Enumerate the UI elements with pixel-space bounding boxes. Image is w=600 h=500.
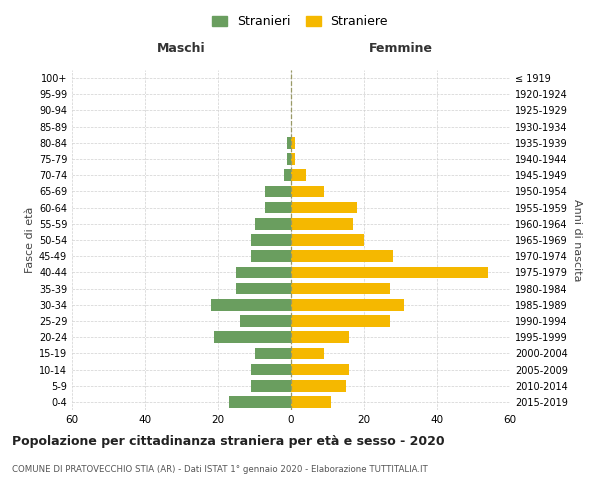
Bar	[265, 186, 291, 198]
Text: Maschi: Maschi	[157, 42, 206, 55]
Y-axis label: Fasce di età: Fasce di età	[25, 207, 35, 273]
Bar	[251, 380, 291, 392]
Bar	[211, 299, 291, 310]
Bar	[291, 299, 404, 310]
Bar	[254, 348, 291, 359]
Bar	[240, 315, 291, 327]
Bar	[229, 396, 291, 407]
Bar	[291, 282, 389, 294]
Bar	[291, 348, 324, 359]
Bar	[287, 153, 291, 165]
Text: Popolazione per cittadinanza straniera per età e sesso - 2020: Popolazione per cittadinanza straniera p…	[12, 435, 445, 448]
Bar	[291, 170, 305, 181]
Legend: Stranieri, Straniere: Stranieri, Straniere	[208, 11, 392, 32]
Bar	[291, 266, 488, 278]
Bar	[251, 234, 291, 246]
Bar	[291, 315, 389, 327]
Bar	[251, 364, 291, 376]
Bar	[284, 170, 291, 181]
Text: Femmine: Femmine	[368, 42, 433, 55]
Bar	[236, 282, 291, 294]
Bar	[291, 234, 364, 246]
Bar	[214, 332, 291, 343]
Bar	[236, 266, 291, 278]
Bar	[254, 218, 291, 230]
Bar	[265, 202, 291, 213]
Bar	[291, 202, 356, 213]
Bar	[291, 396, 331, 407]
Y-axis label: Anni di nascita: Anni di nascita	[572, 198, 582, 281]
Bar	[291, 250, 393, 262]
Text: COMUNE DI PRATOVECCHIO STIA (AR) - Dati ISTAT 1° gennaio 2020 - Elaborazione TUT: COMUNE DI PRATOVECCHIO STIA (AR) - Dati …	[12, 465, 428, 474]
Bar	[287, 137, 291, 148]
Bar	[291, 380, 346, 392]
Bar	[291, 153, 295, 165]
Bar	[291, 332, 349, 343]
Bar	[291, 186, 324, 198]
Bar	[291, 364, 349, 376]
Bar	[291, 137, 295, 148]
Bar	[251, 250, 291, 262]
Bar	[291, 218, 353, 230]
